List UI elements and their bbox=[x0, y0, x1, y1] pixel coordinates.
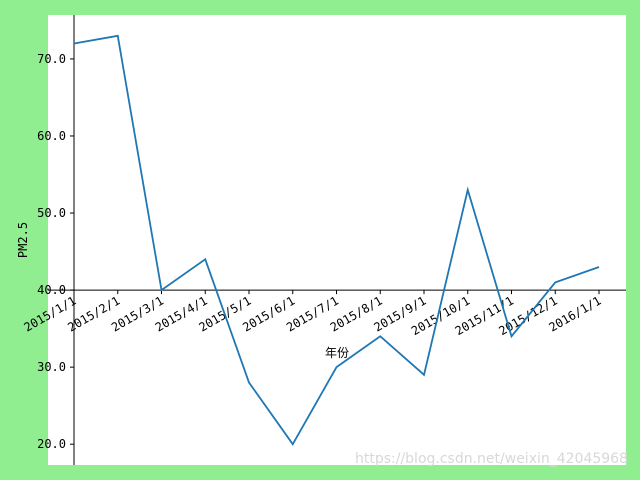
data-line bbox=[73, 34, 600, 446]
y-tick-label: 70.0 bbox=[37, 52, 66, 66]
y-tick-label: 60.0 bbox=[37, 129, 66, 143]
plot-background bbox=[48, 15, 626, 465]
y-axis-label: PM2.5 bbox=[16, 222, 30, 258]
y-tick-label: 20.0 bbox=[37, 437, 66, 451]
y-tick-label: 30.0 bbox=[37, 360, 66, 374]
watermark: https://blog.csdn.net/weixin_42045968 bbox=[355, 451, 628, 467]
y-tick-label: 50.0 bbox=[37, 206, 66, 220]
y-tick-label: 40.0 bbox=[37, 283, 66, 297]
x-axis-label: 年份 bbox=[325, 346, 349, 360]
